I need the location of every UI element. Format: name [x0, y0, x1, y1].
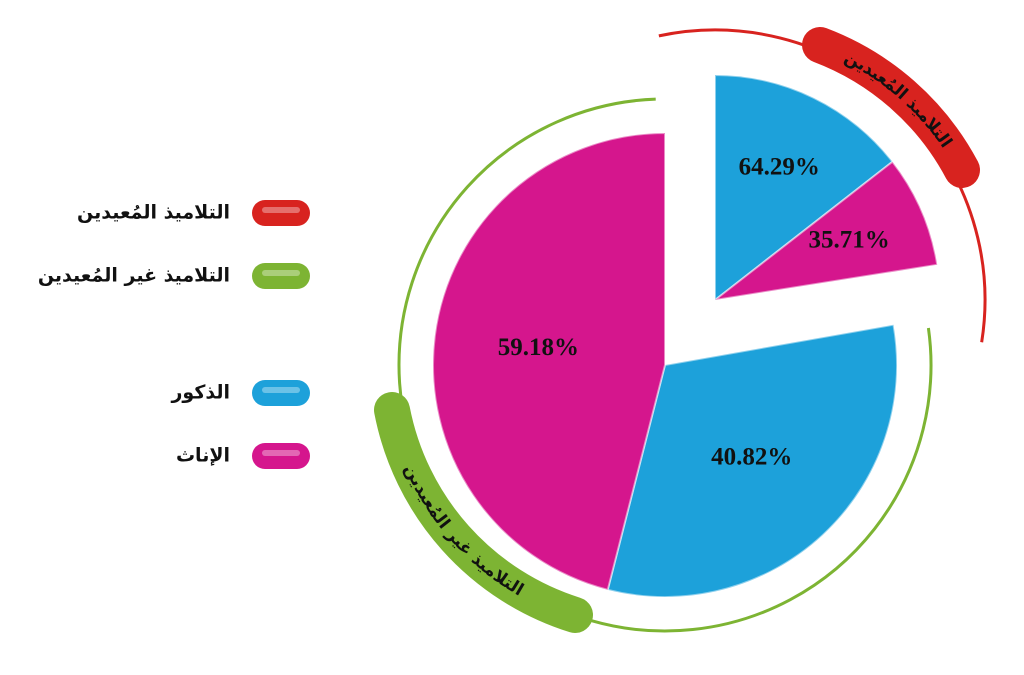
pie-slice — [714, 73, 894, 303]
legend-label: التلاميذ غير المُعيدين — [38, 265, 230, 287]
legend-swatch — [252, 200, 310, 226]
pie-slice — [606, 323, 898, 598]
legend-swatch-shine — [262, 387, 300, 393]
legend-label: الذكور — [170, 382, 230, 404]
pie-slice — [714, 160, 939, 301]
legend-swatch — [252, 443, 310, 469]
legend-swatch — [252, 263, 310, 289]
slice-label: 64.29% — [739, 153, 820, 180]
legend-swatch-shine — [262, 270, 300, 276]
legend-swatch-shine — [262, 207, 300, 213]
slice-label: 35.71% — [809, 227, 890, 254]
pie-slice — [432, 131, 666, 592]
legend-label: التلاميذ المُعيدين — [77, 202, 230, 224]
slice-label: 59.18% — [498, 334, 579, 361]
legend-label: الإناث — [176, 445, 230, 467]
slice-label: 40.82% — [711, 443, 792, 470]
legend-swatch-shine — [262, 450, 300, 456]
legend-swatch — [252, 380, 310, 406]
